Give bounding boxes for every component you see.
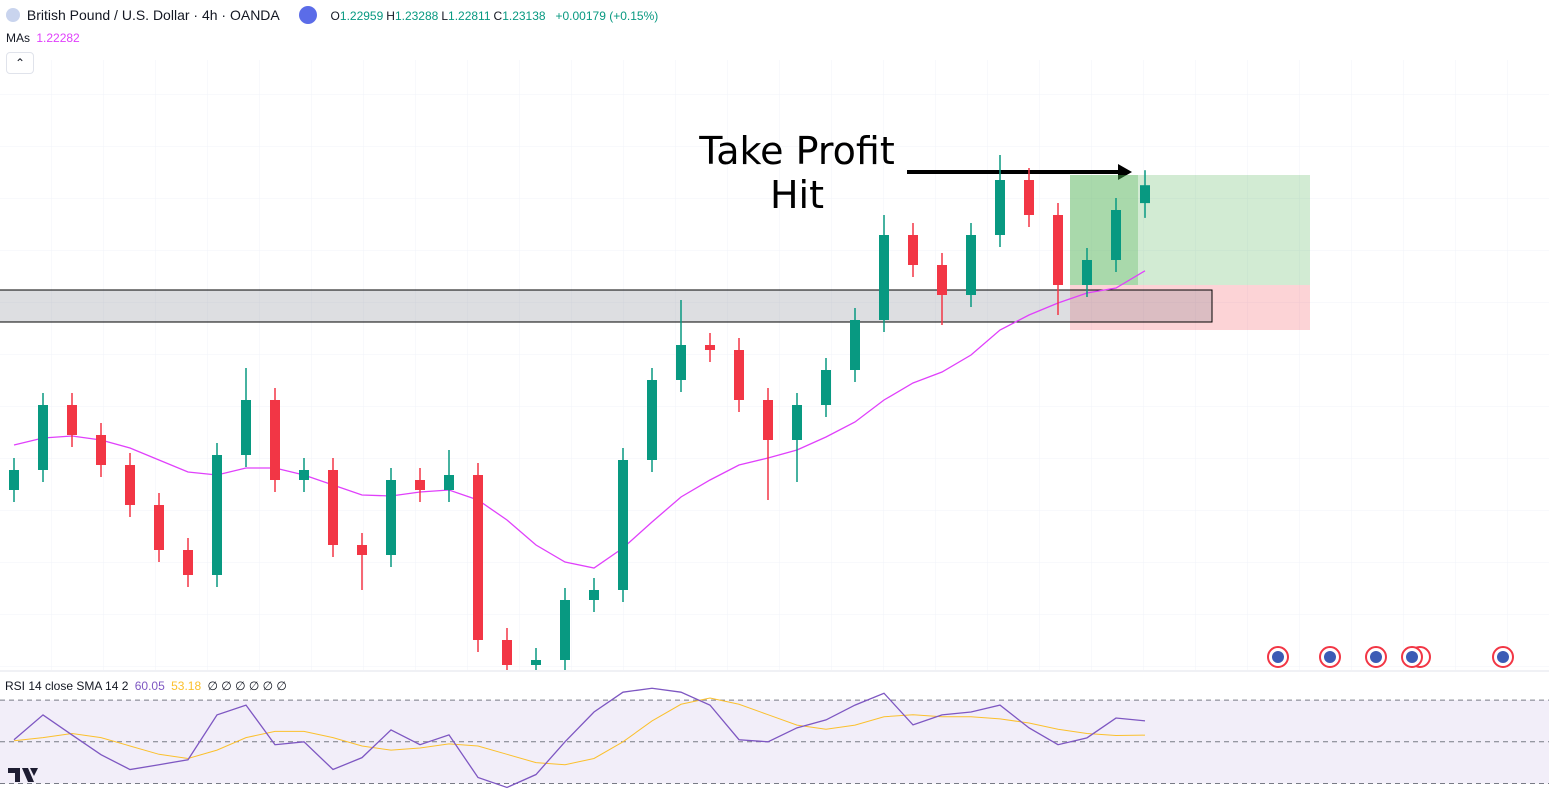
ohlc-value: 1.22811: [448, 9, 491, 23]
candle-body: [531, 660, 541, 665]
ohlc-label: L: [441, 9, 449, 23]
candle-body: [502, 640, 512, 665]
replay-button[interactable]: [298, 6, 317, 24]
change: +0.00179 (+0.15%): [555, 9, 659, 23]
candle-body: [1082, 260, 1092, 285]
candle-body: [9, 470, 19, 490]
candle-body: [908, 235, 918, 265]
candle-body: [734, 350, 744, 400]
rsi-title: RSI 14 close SMA 14 2: [5, 679, 129, 693]
legend-rsi: RSI 14 close SMA 14 2 60.05 53.18 ∅ ∅ ∅ …: [5, 679, 290, 693]
candle-body: [560, 600, 570, 660]
collapse-button[interactable]: ⌃: [6, 52, 34, 74]
ohlc-label: O: [330, 9, 340, 23]
candle-body: [821, 370, 831, 405]
candle-body: [705, 345, 715, 350]
ma-value: 1.22282: [36, 31, 80, 45]
candle-body: [937, 265, 947, 295]
candle-body: [38, 405, 48, 470]
ma-label: MAs: [6, 31, 30, 45]
candle-body: [850, 320, 860, 370]
annotation-line-2: Hit: [770, 173, 824, 217]
tv-logo: [8, 768, 38, 782]
candle-body: [357, 545, 367, 555]
annotation-arrowhead: [1118, 164, 1132, 180]
candle-body: [183, 550, 193, 575]
annotation-line-1: Take Profit: [698, 129, 894, 173]
candle-body: [966, 235, 976, 295]
rsi-sma-value: 53.18: [171, 679, 202, 693]
ohlc-label: H: [386, 9, 395, 23]
candle-body: [763, 400, 773, 440]
rsi-line: [13, 687, 1146, 789]
candle-body: [1053, 215, 1063, 285]
candle-body: [125, 465, 135, 505]
candle-body: [618, 460, 628, 590]
grid: [0, 60, 1549, 670]
candle-body: [1024, 180, 1034, 215]
profit-zone: [1070, 175, 1310, 285]
symbol-title: British Pound / U.S. Dollar · 4h · OANDA: [26, 7, 280, 23]
candle-body: [96, 435, 106, 465]
candle-body: [444, 475, 454, 490]
event-icons[interactable]: [1267, 646, 1514, 668]
candle-body: [473, 475, 483, 640]
moving-average: [13, 270, 1146, 569]
legend-main: British Pound / U.S. Dollar · 4h · OANDA…: [6, 6, 661, 24]
support-zone: [0, 289, 1213, 323]
candle-body: [589, 590, 599, 600]
candle-body: [270, 400, 280, 480]
candle-body: [154, 505, 164, 550]
ohlc: O1.22959 H1.23288 L1.22811 C1.23138: [331, 9, 549, 23]
legend-ma: MAs 1.22282: [6, 31, 83, 45]
ohlc-value: 1.23138: [502, 9, 546, 23]
candle-body: [647, 380, 657, 460]
candle-body: [1111, 210, 1121, 260]
candle-body: [415, 480, 425, 490]
ohlc-label: C: [493, 9, 503, 23]
candle-body: [995, 180, 1005, 235]
rsi-placeholders: ∅ ∅ ∅ ∅ ∅ ∅: [207, 679, 287, 693]
candle-body: [792, 405, 802, 440]
candle-body: [879, 235, 889, 320]
candle-body: [212, 455, 222, 575]
rsi-sma-line: [13, 697, 1146, 766]
ohlc-value: 1.22959: [339, 9, 384, 23]
candle-body: [328, 470, 338, 545]
candle-body: [299, 470, 309, 480]
symbol-icon: [6, 8, 20, 22]
candle-body: [241, 400, 251, 455]
profit-zone-filled: [1070, 175, 1138, 285]
candle-body: [67, 405, 77, 435]
candle-body: [676, 345, 686, 380]
candle-body: [1140, 185, 1150, 204]
candle-body: [386, 480, 396, 555]
rsi-value: 60.05: [134, 679, 165, 693]
ohlc-value: 1.23288: [394, 9, 439, 23]
